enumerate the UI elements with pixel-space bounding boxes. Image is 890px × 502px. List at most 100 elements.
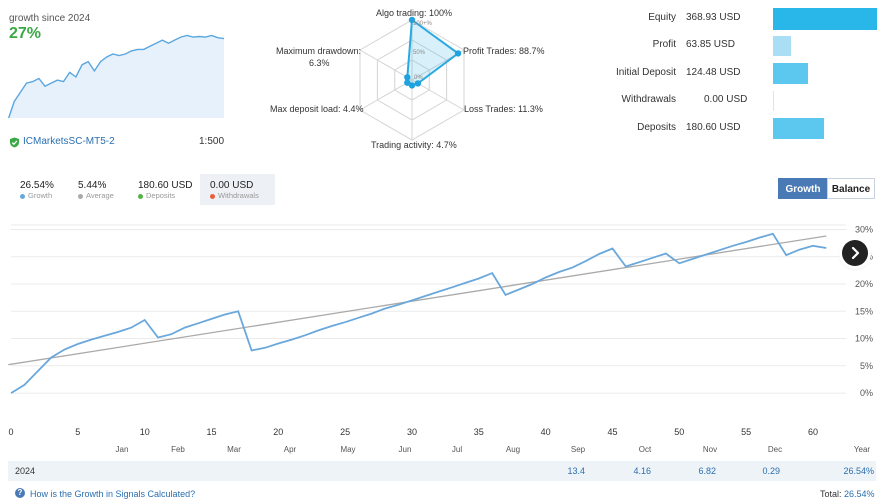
year-cell-oct: 4.16 (633, 466, 651, 476)
growth-caption: growth since 2024 (9, 13, 91, 24)
deposits-label: Deposits (637, 122, 676, 133)
month-label: Feb (171, 445, 185, 454)
x-tick-label: 55 (741, 427, 751, 437)
summary-growth-label: Growth (28, 191, 53, 200)
deposits-dot-icon (138, 193, 143, 199)
month-label: Nov (703, 445, 717, 454)
month-label: Sep (571, 445, 586, 454)
summary-deposits: 180.60 USD Deposits (138, 180, 192, 200)
initial-deposit-label: Initial Deposit (615, 67, 676, 78)
radar-point-0 (408, 16, 416, 24)
y-tick-label: 0% (860, 388, 873, 398)
y-tick-label: 10% (855, 334, 873, 344)
month-label: Dec (768, 445, 782, 454)
radar-label-trading-activity: Trading activity: 4.7% (371, 140, 457, 150)
chart-month-labels: Jan Feb Mar Apr May Jun Jul Aug Sep Oct Nov Dec Year (116, 445, 871, 454)
radar-label-profit-trades: Profit Trades: 88.7% (463, 46, 545, 56)
radar-label-max-deposit-load: Max deposit load: 4.4% (270, 104, 364, 114)
year-cell-sep: 13.4 (567, 466, 585, 476)
x-tick-label: 30 (407, 427, 417, 437)
help-icon[interactable]: ? (15, 488, 25, 498)
growth-dot-icon (20, 193, 25, 199)
radar-point-3 (408, 82, 416, 89)
summary-deposits-value: 180.60 USD (138, 180, 193, 191)
equity-bar (773, 8, 877, 30)
x-tick-label: 5 (75, 427, 80, 437)
month-label: Apr (284, 445, 297, 454)
radar-ring-label-100: 100+% (413, 21, 433, 27)
radar-label-loss-trades: Loss Trades: 11.3% (464, 104, 543, 114)
x-tick-label: 60 (808, 427, 818, 437)
month-label: Aug (506, 445, 520, 454)
chevron-right-icon (851, 246, 860, 260)
growth-sparkline (7, 34, 225, 118)
month-label: May (340, 445, 355, 454)
x-tick-label: 15 (206, 427, 216, 437)
total-label-text: Total: (820, 489, 842, 499)
radar-value-max-drawdown: 6.3% (309, 58, 330, 68)
sparkline-area (8, 35, 224, 118)
radar-point-1 (454, 50, 462, 57)
withdrawals-value: 0.00 USD (704, 94, 748, 105)
x-tick-label: 50 (674, 427, 684, 437)
withdrawals-label: Withdrawals (621, 94, 676, 105)
summary-withdrawals-value: 0.00 USD (210, 180, 254, 191)
deposits-value: 180.60 USD (686, 122, 741, 133)
month-label: Jul (452, 445, 462, 454)
radar-point-2 (414, 80, 422, 87)
summary-highlight (200, 174, 275, 205)
y-tick-label: 30% (855, 225, 873, 235)
summary-average-value: 5.44% (78, 180, 107, 191)
month-label: Oct (639, 445, 652, 454)
year-row (8, 461, 876, 481)
y-tick-label: 20% (855, 279, 873, 289)
tab-growth[interactable]: Growth (778, 178, 828, 199)
series-average-line (8, 235, 827, 366)
radar-spoke-4 (359, 79, 413, 111)
month-label: Year (854, 445, 871, 454)
server-link[interactable]: ICMarketsSC-MT5-2 (23, 136, 115, 147)
sparkline-line (7, 34, 225, 118)
deposits-bar (773, 118, 824, 139)
profit-label: Profit (652, 39, 676, 50)
month-label: Jan (116, 445, 129, 454)
growth-help-link[interactable]: How is the Growth in Signals Calculated? (30, 489, 196, 499)
summary-growth-value: 26.54% (20, 180, 54, 191)
x-tick-label: 35 (474, 427, 484, 437)
x-tick-label: 45 (607, 427, 617, 437)
year-cell-year: 26.54% (843, 466, 874, 476)
summary-average-label: Average (86, 191, 114, 200)
chart-x-tick-labels: 0 5 10 15 20 25 30 35 40 45 50 55 60 (8, 427, 818, 437)
radar-point-5 (404, 74, 411, 81)
verified-shield-icon (9, 135, 20, 148)
withdrawals-dot-icon (210, 193, 215, 199)
summary-average: 5.44% Average (78, 180, 114, 200)
equity-label: Equity (648, 12, 676, 23)
profit-bar (773, 36, 791, 56)
year-cell-nov: 6.82 (698, 466, 716, 476)
chart-next-button[interactable] (842, 240, 868, 266)
summary-withdrawals-label: Withdrawals (218, 191, 259, 200)
radar-chart: 100+% 50% 0% (359, 16, 465, 141)
initial-deposit-bar (773, 63, 809, 84)
initial-deposit-value: 124.48 USD (686, 67, 741, 78)
summary-deposits-label: Deposits (146, 191, 176, 200)
x-tick-label: 0 (8, 427, 13, 437)
equity-value: 368.93 USD (686, 12, 741, 23)
radar-points (404, 16, 462, 89)
y-tick-label: 15% (855, 306, 873, 316)
total-value: 26.54% (844, 489, 875, 499)
y-tick-label: 5% (860, 361, 873, 371)
x-tick-label: 25 (340, 427, 350, 437)
tab-balance[interactable]: Balance (827, 178, 875, 199)
radar-point-4 (404, 79, 411, 86)
year-cell-dec: 0.29 (762, 466, 780, 476)
month-label: Mar (227, 445, 241, 454)
radar-ring-label-50: 50% (413, 50, 426, 56)
growth-line-chart: 0%5%10%15%20%25%30% 05101520253035404550… (8, 224, 873, 454)
series-growth-line (10, 232, 827, 394)
summary-withdrawals[interactable]: 0.00 USD Withdrawals (210, 180, 259, 200)
total-label: Total: 26.54% (820, 489, 875, 499)
leverage-value: 1:500 (199, 136, 225, 147)
x-tick-label: 40 (541, 427, 551, 437)
